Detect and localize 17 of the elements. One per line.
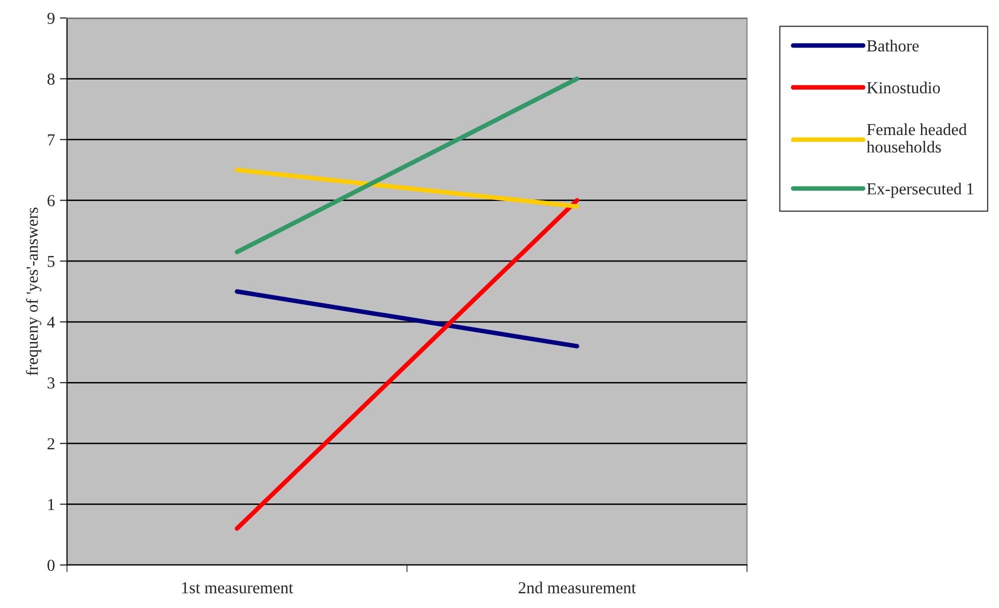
y-tick-label: 0: [47, 560, 55, 571]
y-tick-label: 4: [47, 316, 55, 328]
y-tick-label: 3: [48, 377, 55, 389]
y-tick-label: 1: [48, 499, 54, 510]
y-tick-label: 9: [47, 12, 55, 24]
y-tick-label: 8: [47, 73, 55, 85]
y-tick-label: 6: [48, 195, 55, 206]
y-tick-label: 5: [48, 256, 55, 268]
legend-label: Female headed households: [866, 123, 967, 153]
y-axis-title: frequeny of 'yes'-answers: [26, 208, 42, 376]
y-tick-label: 2: [48, 438, 54, 450]
y-tick-label: 7: [48, 134, 55, 146]
legend-label: Bathore: [866, 40, 919, 52]
x-tick-label: 2nd measurement: [518, 582, 636, 594]
x-tick-label: 1st measurement: [182, 582, 294, 594]
legend-label: Ex-persecuted 1: [866, 182, 974, 198]
legend-label: Kinostudio: [866, 82, 940, 94]
